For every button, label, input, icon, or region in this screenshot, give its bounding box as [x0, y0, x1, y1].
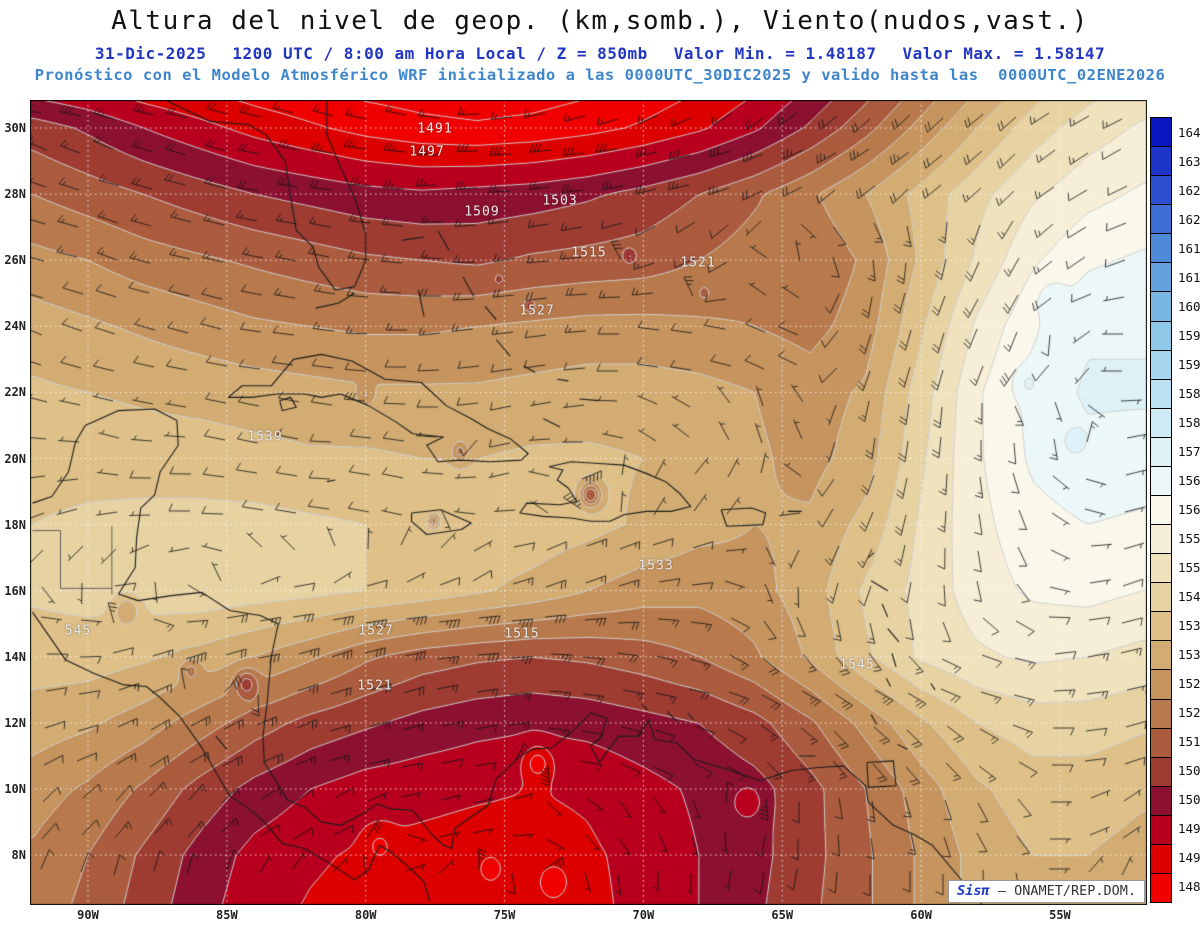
lat-label: 12N [4, 715, 26, 730]
valid-time-and-level: 1200 UTC / 8:00 am Hora Local / Z = 850m… [232, 44, 648, 63]
watermark-text: — ONAMET/REP.DOM. [997, 883, 1136, 899]
lon-label: 75W [493, 908, 516, 922]
lon-label: 70W [632, 908, 655, 922]
lat-label: 22N [4, 385, 26, 400]
colorbar-cell [1151, 786, 1171, 816]
lat-label: 16N [4, 583, 26, 598]
lon-label: 55W [1049, 908, 1071, 922]
colorbar-cell [1151, 496, 1171, 526]
colorbar-label: 1533 [1178, 647, 1200, 663]
colorbar-label: 1545 [1178, 589, 1200, 605]
colorbar [1150, 117, 1172, 903]
colorbar-cell [1151, 844, 1171, 875]
colorbar-cell [1151, 670, 1171, 700]
colorbar-label: 1497 [1178, 821, 1200, 837]
lon-label: 80W [354, 908, 377, 922]
watermark: Sisπ — ONAMET/REP.DOM. [948, 880, 1145, 903]
colorbar-label: 1485 [1178, 879, 1200, 895]
value-min: Valor Min. = 1.48187 [673, 44, 877, 63]
lon-label: 65W [771, 908, 794, 922]
colorbar-cell [1151, 350, 1171, 380]
colorbar-cell [1151, 437, 1171, 467]
colorbar-cell [1151, 379, 1171, 409]
colorbar-label: 1563 [1178, 502, 1200, 517]
weather-map-canvas [30, 100, 1147, 905]
colorbar-label: 1617 [1178, 240, 1200, 256]
lat-label: 20N [4, 451, 26, 466]
lat-label: 26N [4, 253, 26, 268]
colorbar-label: 1569 [1178, 472, 1200, 488]
colorbar-label: 1575 [1178, 443, 1200, 459]
colorbar-label: 1593 [1178, 356, 1200, 372]
colorbar-cell [1151, 408, 1171, 438]
colorbar-cell [1151, 757, 1171, 787]
colorbar-label: 1623 [1178, 211, 1200, 227]
colorbar-cell [1151, 525, 1171, 555]
colorbar-cell [1151, 466, 1171, 497]
colorbar-cell [1151, 728, 1171, 758]
colorbar-cell [1151, 263, 1171, 293]
colorbar-cell [1151, 176, 1171, 206]
colorbar-label: 1635 [1178, 153, 1200, 169]
colorbar-label: 1539 [1178, 618, 1200, 634]
colorbar-cell [1151, 292, 1171, 322]
colorbar-label: 1515 [1178, 734, 1200, 750]
lon-label: 90W [77, 908, 99, 922]
colorbar-cell [1151, 147, 1171, 177]
lat-label: 8N [11, 848, 26, 863]
lat-label: 30N [4, 121, 26, 135]
colorbar-label: 1527 [1178, 676, 1200, 692]
lon-label: 85W [216, 908, 238, 922]
colorbar-cell [1151, 118, 1171, 148]
colorbar-label: 1605 [1178, 298, 1200, 314]
lat-label: 24N [4, 319, 26, 334]
colorbar-label: 1503 [1178, 792, 1200, 808]
colorbar-cell [1151, 874, 1171, 903]
colorbar-cell [1151, 205, 1171, 235]
colorbar-label: 1557 [1178, 531, 1200, 547]
chart-subtitle-model: Pronóstico con el Modelo Atmosférico WRF… [34, 66, 1166, 84]
colorbar-cell [1151, 641, 1171, 671]
lat-label: 28N [4, 187, 26, 202]
colorbar-label: 1629 [1178, 182, 1200, 198]
colorbar-label: 1521 [1178, 705, 1200, 721]
colorbar-cell [1151, 321, 1171, 351]
lat-label: 10N [4, 782, 26, 796]
valid-date: 31-Dic-2025 [94, 44, 207, 63]
colorbar-cell [1151, 612, 1171, 642]
colorbar-cell [1151, 234, 1171, 264]
watermark-brand: Sisπ [957, 883, 990, 899]
colorbar-cell [1151, 699, 1171, 729]
colorbar-cell [1151, 554, 1171, 584]
colorbar-label: 1587 [1178, 385, 1200, 401]
chart-subtitle-line1: 31-Dic-2025 1200 UTC / 8:00 am Hora Loca… [0, 44, 1200, 63]
colorbar-label: 1599 [1178, 327, 1200, 343]
chart-title: Altura del nivel de geop. (km,somb.), Vi… [111, 6, 1089, 36]
map-area: 1491 1497 1503 1509 1515 1521 1527 1539 1533 545 1… [30, 100, 1147, 905]
lat-label: 14N [4, 649, 26, 664]
colorbar-label: 1491 [1178, 850, 1200, 866]
colorbar-cell [1151, 815, 1171, 845]
lon-label: 60W [910, 908, 932, 922]
lat-label: 18N [4, 517, 26, 532]
value-max: Valor Max. = 1.58147 [902, 44, 1106, 63]
colorbar-label: 1509 [1178, 763, 1200, 779]
colorbar-cell [1151, 583, 1171, 613]
